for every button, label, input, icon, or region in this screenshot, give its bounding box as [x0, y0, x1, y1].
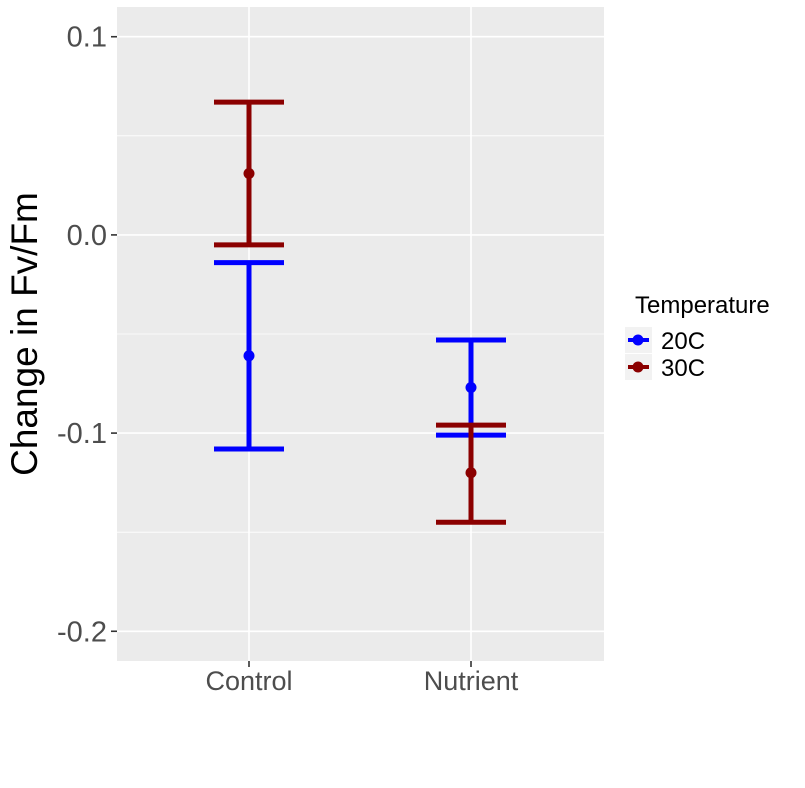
mean-point	[465, 467, 477, 479]
y-tick-label: 0.1	[67, 22, 107, 54]
mean-point	[243, 350, 255, 362]
mean-point	[243, 167, 255, 179]
x-tick-label: Control	[205, 666, 292, 696]
x-tick-label: Nutrient	[424, 666, 519, 696]
y-tick-label: -0.2	[57, 616, 107, 648]
data-marks	[214, 99, 506, 525]
y-axis-ticks: -0.2 -0.1 0.0 0.1	[57, 22, 117, 648]
legend-title: Temperature	[635, 292, 770, 319]
y-tick-label: 0.0	[67, 220, 107, 252]
minor-gridlines	[117, 135, 604, 533]
legend-key-point	[632, 361, 644, 373]
legend-key-point	[632, 334, 644, 346]
y-tick-label: -0.1	[57, 418, 107, 450]
x-axis-ticks: Control Nutrient	[205, 661, 519, 696]
y-axis-title: Change in Fv/Fm	[4, 192, 45, 476]
mean-point	[465, 382, 477, 394]
legend-label: 20C	[661, 328, 705, 355]
legend-label: 30C	[661, 355, 705, 382]
